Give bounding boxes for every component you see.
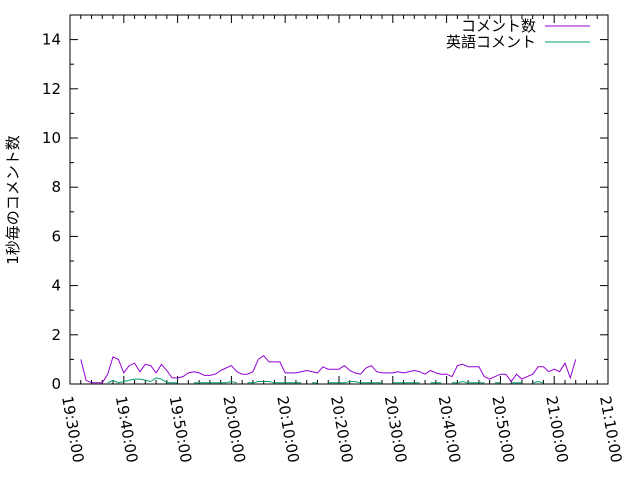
- plot-border: [69, 14, 609, 385]
- x-tick-label: 19:50:00: [166, 395, 195, 464]
- y-tick-label: 6: [51, 227, 61, 245]
- legend-label-0: コメント数: [461, 17, 536, 35]
- series-line-1: [193, 380, 237, 384]
- series-line-1: [452, 380, 485, 384]
- y-tick-label: 14: [42, 31, 61, 49]
- x-tick-label: 20:10:00: [273, 395, 302, 464]
- x-tick-label: 20:20:00: [327, 395, 356, 464]
- y-tick-label: 10: [42, 129, 61, 147]
- y-axis-label: 1秒毎のコメント数: [4, 135, 22, 265]
- x-tick-label: 21:00:00: [542, 395, 571, 464]
- y-tick-label: 12: [42, 80, 61, 98]
- series-line-1: [532, 380, 544, 384]
- x-tick-label: 19:40:00: [112, 395, 141, 464]
- y-tick-label: 8: [51, 178, 61, 196]
- axes: 0 2 4 6 8 10 12 14 19:30:00 19:40:00 19:50:00 20:00…: [42, 14, 625, 464]
- x-tick-label: 20:30:00: [381, 395, 410, 464]
- x-tick-label: 19:30:00: [58, 395, 87, 464]
- legend-label-1: 英語コメント: [446, 33, 536, 51]
- y-tick-label: 0: [51, 375, 61, 393]
- series-line-1: [247, 381, 302, 384]
- legend: コメント数 英語コメント: [446, 17, 590, 51]
- series-line-1: [328, 381, 382, 384]
- y-tick-label: 2: [51, 326, 61, 344]
- x-tick-label: 20:40:00: [435, 395, 464, 464]
- x-tick-label: 21:10:00: [596, 395, 625, 464]
- x-tick-label: 20:50:00: [488, 395, 517, 464]
- x-tick-label: 20:00:00: [219, 395, 248, 464]
- series-line-0: [80, 355, 577, 384]
- series-layer: [80, 355, 577, 384]
- y-tick-label: 4: [51, 277, 61, 295]
- series-line-1: [107, 377, 178, 384]
